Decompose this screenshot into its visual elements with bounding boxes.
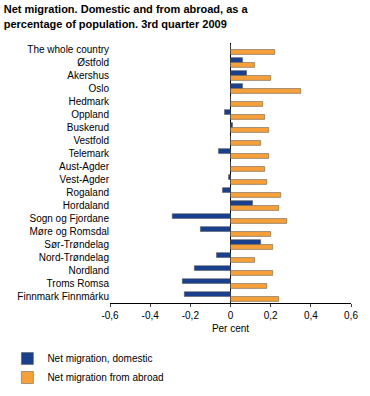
svg-text:The whole country: The whole country xyxy=(27,44,109,55)
svg-text:Telemark: Telemark xyxy=(68,148,110,159)
svg-text:Troms Romsa: Troms Romsa xyxy=(47,278,110,289)
svg-text:Akershus: Akershus xyxy=(67,70,109,81)
svg-text:Sogn og Fjordane: Sogn og Fjordane xyxy=(29,213,109,224)
svg-text:Oppland: Oppland xyxy=(71,109,109,120)
svg-text:Buskerud: Buskerud xyxy=(67,122,109,133)
svg-text:Vestfold: Vestfold xyxy=(73,135,109,146)
svg-text:Finnmark Finnmárku: Finnmark Finnmárku xyxy=(17,291,109,302)
svg-text:0,4: 0,4 xyxy=(304,310,318,321)
svg-text:Rogaland: Rogaland xyxy=(66,187,109,198)
svg-text:Nordland: Nordland xyxy=(68,265,109,276)
svg-text:Oslo: Oslo xyxy=(88,83,109,94)
svg-text:Møre og Romsdal: Møre og Romsdal xyxy=(30,226,109,237)
svg-text:-0,2: -0,2 xyxy=(182,310,200,321)
svg-text:Nord-Trøndelag: Nord-Trøndelag xyxy=(39,252,109,263)
svg-text:Per cent: Per cent xyxy=(212,323,249,334)
svg-text:Østfold: Østfold xyxy=(77,57,109,68)
svg-text:Net migration from abroad: Net migration from abroad xyxy=(47,372,163,383)
svg-text:Vest-Agder: Vest-Agder xyxy=(60,174,110,185)
svg-text:Net migration, domestic: Net migration, domestic xyxy=(47,353,152,364)
svg-text:Aust-Agder: Aust-Agder xyxy=(59,161,110,172)
svg-text:Hedmark: Hedmark xyxy=(68,96,110,107)
svg-text:-0,6: -0,6 xyxy=(101,310,119,321)
svg-text:0,6: 0,6 xyxy=(344,310,358,321)
svg-text:0: 0 xyxy=(228,310,234,321)
svg-text:0,2: 0,2 xyxy=(264,310,278,321)
svg-text:Net migration. Domestic and fr: Net migration. Domestic and from abroad,… xyxy=(4,3,249,29)
svg-text:-0,4: -0,4 xyxy=(142,310,160,321)
svg-text:Hordaland: Hordaland xyxy=(63,200,109,211)
svg-text:Sør-Trøndelag: Sør-Trøndelag xyxy=(44,239,109,250)
